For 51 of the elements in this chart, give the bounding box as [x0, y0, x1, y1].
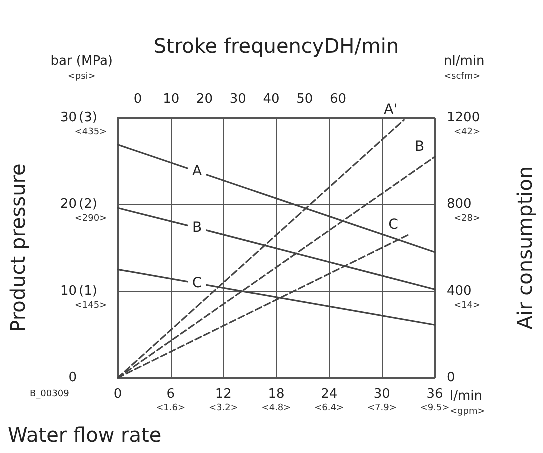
y2-tick-label: 1200 [447, 110, 480, 126]
x-axis-title: Water flow rate [8, 423, 162, 447]
x-tick-label: 18 [268, 387, 285, 402]
text: (1) [79, 284, 98, 299]
text: <7.9> [367, 404, 397, 414]
y-axis-title: Product pressure [6, 164, 30, 332]
series-label: A' [384, 102, 398, 118]
x2-axis-title: Stroke frequencyDH/min [154, 34, 400, 58]
text: <42> [454, 128, 481, 138]
text: <9.5> [420, 404, 450, 414]
text: (2) [79, 197, 98, 212]
y-tick-label: 0 [68, 370, 77, 386]
text: <6.4> [314, 404, 344, 414]
series-label: C [388, 217, 399, 233]
text: <14> [454, 300, 481, 311]
text: (3) [79, 110, 98, 126]
text: <290> [74, 214, 108, 224]
text: nl/min <scfm> [444, 54, 485, 82]
x-tick-label: 36 [426, 387, 444, 402]
text: <435> [74, 128, 108, 138]
text: B_00309 [30, 390, 70, 400]
y2-axis-title: Air consumption [513, 166, 537, 330]
y-tick-label: 20 [60, 197, 77, 212]
text: bar (MPa) <psi> [50, 54, 113, 82]
text: <28> [454, 214, 481, 224]
x2-tick-label: 0 [134, 92, 142, 107]
x2-tick-label: 10 [163, 92, 180, 107]
y2-tick-label: 800 [447, 197, 472, 212]
text: <1.6> [156, 404, 186, 414]
text: <3.2> [208, 404, 238, 414]
x2-tick-label: 30 [230, 92, 246, 107]
y-tick-label: 30 [60, 110, 77, 126]
text: l/min <gpm> [450, 389, 486, 417]
y2-tick-label: 0 [447, 370, 456, 386]
x-tick-label: 0 [114, 387, 122, 402]
x-tick-label: 24 [321, 387, 338, 402]
x-tick-label: 12 [215, 387, 232, 402]
x2-tick-label: 40 [263, 92, 280, 107]
series-label: B [415, 139, 425, 155]
x2-tick-label: 20 [196, 92, 214, 107]
y2-tick-label: 400 [447, 284, 472, 299]
x-tick-label: 6 [166, 387, 175, 402]
text: <145> [74, 300, 108, 311]
x-tick-label: 30 [374, 387, 390, 402]
text: <4.8> [262, 404, 292, 414]
y-tick-label: 10 [60, 284, 77, 299]
x2-tick-label: 50 [296, 92, 314, 107]
series-label: B [192, 220, 202, 236]
series-label: C [192, 276, 202, 292]
series-label: A [192, 164, 202, 180]
x2-tick-label: 60 [330, 92, 347, 107]
